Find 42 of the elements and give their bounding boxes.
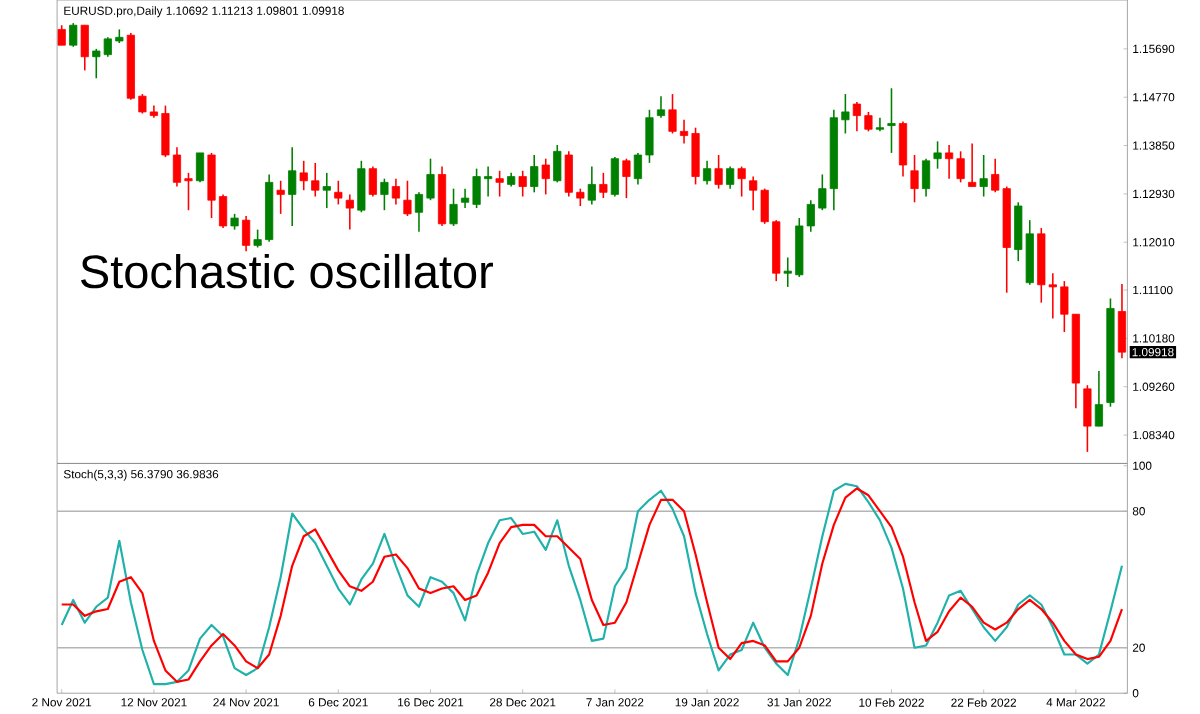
candlestick (368, 165, 377, 197)
candlestick (334, 179, 343, 205)
candlestick (69, 21, 78, 48)
candlestick (979, 153, 988, 197)
candlestick (195, 151, 205, 183)
candlestick (1117, 282, 1127, 359)
candlestick (288, 145, 297, 227)
candlestick (1094, 369, 1103, 427)
candlestick (276, 179, 285, 215)
candlestick (403, 179, 412, 217)
candlestick (322, 171, 331, 209)
candlestick (887, 87, 896, 154)
candlestick (541, 157, 550, 195)
candlestick (518, 169, 527, 197)
candlestick (357, 159, 366, 213)
candlestick (933, 140, 942, 170)
candlestick (345, 193, 354, 231)
candlestick (380, 177, 389, 211)
candlestick (587, 165, 596, 205)
candlestick (875, 116, 885, 132)
candlestick (449, 187, 458, 227)
candlestick (391, 177, 401, 205)
candlestick (968, 142, 977, 187)
candlestick (622, 157, 631, 199)
candlestick (530, 153, 539, 193)
candlestick (921, 157, 931, 197)
candlestick (656, 94, 666, 119)
candlestick (80, 24, 89, 71)
candlestick (702, 159, 712, 185)
candlestick (599, 171, 608, 199)
annotation: Stochastic oscillator (81, 253, 493, 288)
candlestick (1083, 383, 1092, 453)
candlestick (610, 155, 619, 197)
candlestick (495, 169, 504, 197)
candlestick (910, 153, 919, 203)
candlestick (898, 120, 908, 177)
candlestick (553, 143, 562, 183)
candlestick (57, 24, 66, 46)
candlestick (737, 165, 746, 197)
candlestick (242, 214, 251, 252)
candlestick (726, 165, 735, 190)
candlestick (714, 153, 723, 190)
